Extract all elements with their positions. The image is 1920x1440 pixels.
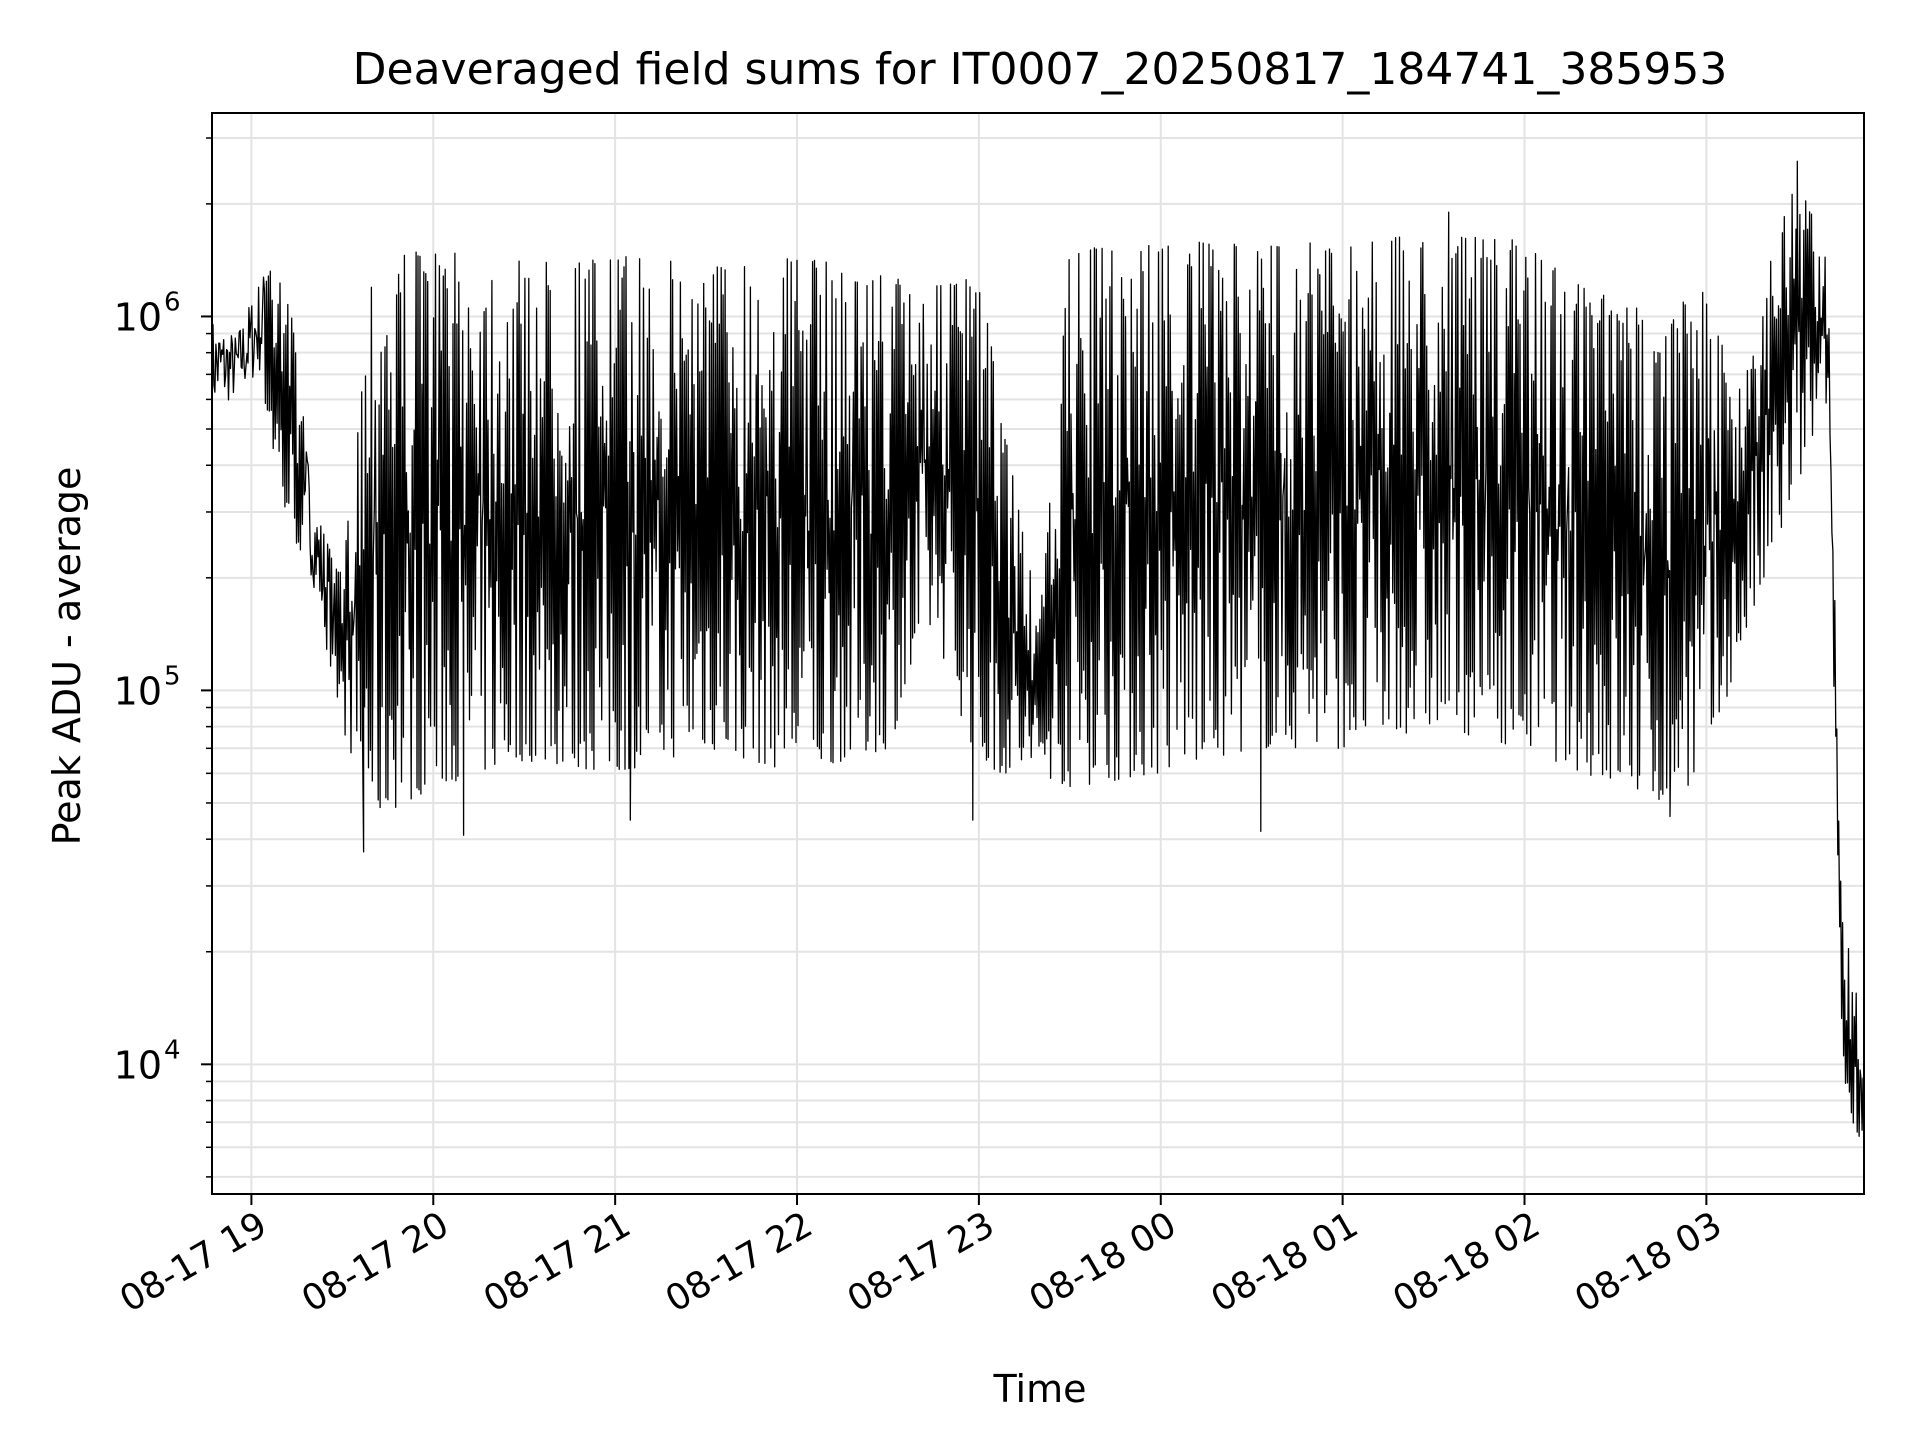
y-tick-label-exponent: 4 bbox=[164, 1035, 181, 1065]
x-axis-label: Time bbox=[993, 1367, 1087, 1411]
y-tick-label: 10 5 bbox=[114, 661, 181, 713]
y-tick-label-base: 10 bbox=[114, 669, 162, 713]
series-line bbox=[211, 160, 1865, 1137]
y-axis-label: Peak ADU - average bbox=[45, 467, 89, 846]
y-tick-label-exponent: 6 bbox=[164, 287, 181, 317]
y-tick-label: 10 4 bbox=[114, 1035, 181, 1087]
y-tick-label-base: 10 bbox=[114, 1043, 162, 1087]
plot-frame bbox=[211, 112, 1865, 1195]
grid-layer bbox=[212, 113, 1864, 1194]
y-tick-label-exponent: 5 bbox=[164, 661, 181, 691]
y-tick-label: 10 6 bbox=[114, 287, 181, 339]
chart-title: Deaveraged field sums for IT0007_2025081… bbox=[353, 44, 1728, 95]
series-layer bbox=[211, 160, 1865, 1137]
y-tick-label-base: 10 bbox=[114, 295, 162, 339]
